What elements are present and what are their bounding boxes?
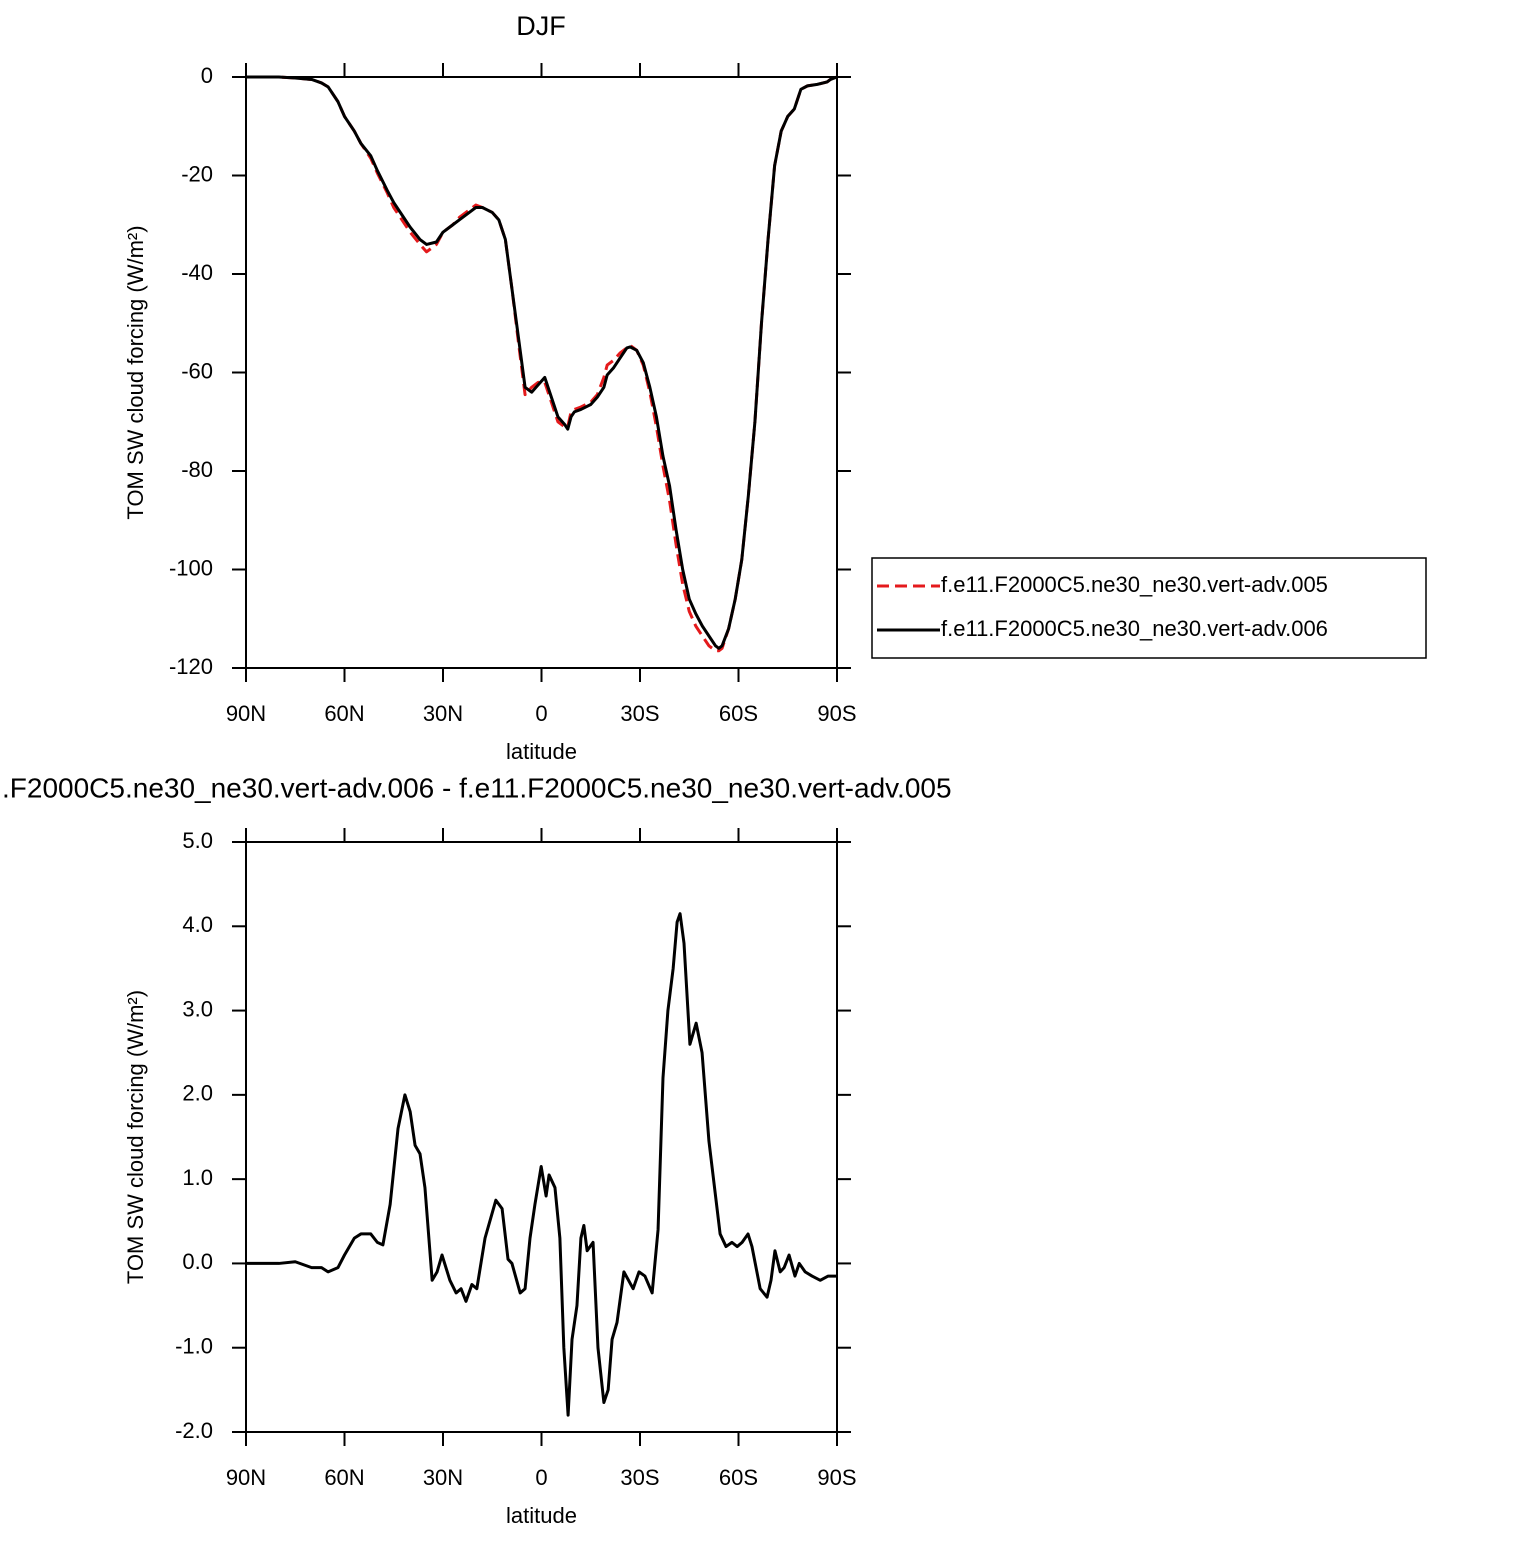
y-tick-label: 3.0 xyxy=(182,996,213,1021)
y-tick-label: -2.0 xyxy=(175,1418,213,1443)
y-axis-label: TOM SW cloud forcing (W/m²) xyxy=(123,225,148,519)
x-tick-label: 90N xyxy=(226,1465,266,1490)
y-axis-label: TOM SW cloud forcing (W/m²) xyxy=(123,990,148,1284)
y-tick-label: -100 xyxy=(169,555,213,580)
data-line xyxy=(246,75,838,650)
x-axis-label: latitude xyxy=(506,1503,577,1528)
y-tick-label: 5.0 xyxy=(182,828,213,853)
y-tick-label: 4.0 xyxy=(182,912,213,937)
x-tick-label: 60N xyxy=(324,701,364,726)
x-tick-label: 30S xyxy=(620,1465,659,1490)
plot-frame xyxy=(245,76,838,669)
data-line xyxy=(246,912,837,1417)
x-tick-label: 30S xyxy=(620,701,659,726)
y-tick-label: -40 xyxy=(181,260,213,285)
x-tick-label: 90N xyxy=(226,701,266,726)
x-tick-label: 60N xyxy=(324,1465,364,1490)
y-tick-label: 0.0 xyxy=(182,1249,213,1274)
y-tick-label: -80 xyxy=(181,457,213,482)
chart-title: DJF xyxy=(516,11,566,41)
legend-box xyxy=(871,557,1427,659)
x-axis-label: latitude xyxy=(506,739,577,764)
x-tick-label: 60S xyxy=(719,701,758,726)
x-tick-label: 60S xyxy=(719,1465,758,1490)
x-tick-label: 30N xyxy=(423,1465,463,1490)
plot-frame xyxy=(245,841,838,1433)
chart-title: .F2000C5.ne30_ne30.vert-adv.006 - f.e11.… xyxy=(2,772,952,803)
y-tick-label: 1.0 xyxy=(182,1165,213,1190)
y-tick-label: 0 xyxy=(201,63,213,88)
legend-label: f.e11.F2000C5.ne30_ne30.vert-adv.006 xyxy=(941,616,1328,641)
data-line xyxy=(246,75,838,653)
x-tick-label: 30N xyxy=(423,701,463,726)
y-tick-label: -1.0 xyxy=(175,1334,213,1359)
legend-label: f.e11.F2000C5.ne30_ne30.vert-adv.005 xyxy=(941,572,1328,597)
y-tick-label: -20 xyxy=(181,161,213,186)
x-tick-label: 90S xyxy=(817,701,856,726)
y-tick-label: -120 xyxy=(169,654,213,679)
y-tick-label: -60 xyxy=(181,358,213,383)
y-tick-label: 2.0 xyxy=(182,1081,213,1106)
x-tick-label: 90S xyxy=(817,1465,856,1490)
x-tick-label: 0 xyxy=(535,1465,547,1490)
x-tick-label: 0 xyxy=(535,701,547,726)
